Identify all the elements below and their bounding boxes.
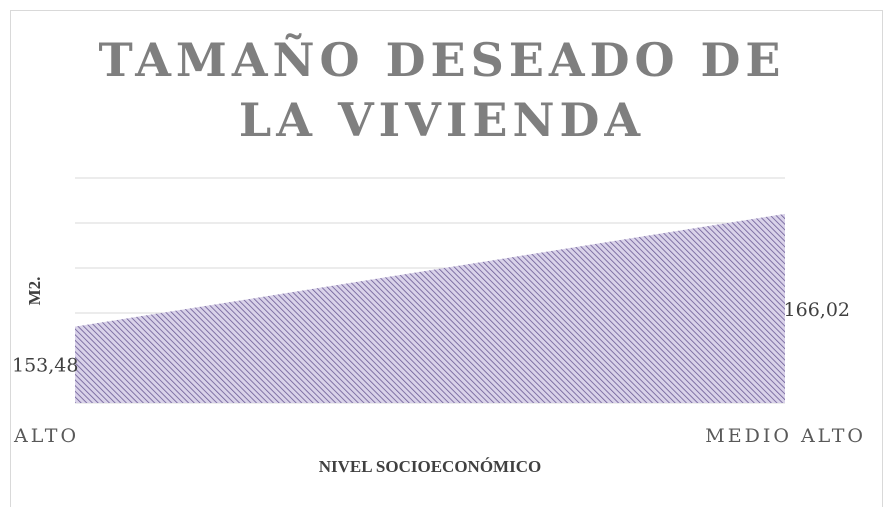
y-axis-label: M2. <box>25 277 44 306</box>
x-tick-label: MEDIO ALTO <box>705 425 866 447</box>
area <box>75 213 785 403</box>
data-label: 166,02 <box>784 299 850 321</box>
chart-border <box>10 10 883 507</box>
chart-title: TAMAÑO DESEADO DE LA VIVIENDA <box>98 33 786 147</box>
x-tick-label: ALTO <box>13 425 79 447</box>
data-label: 153,48 <box>12 355 78 377</box>
x-axis-label: NIVEL SOCIOECONÓMICO <box>319 457 541 476</box>
